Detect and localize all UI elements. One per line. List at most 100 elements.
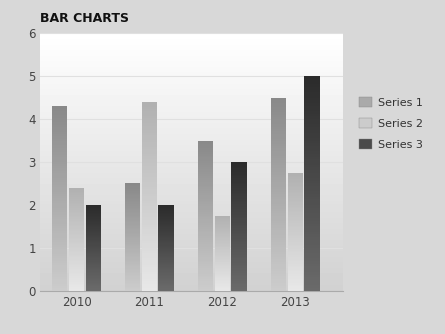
Bar xyxy=(85,254,101,255)
Bar xyxy=(158,262,174,263)
Bar xyxy=(287,180,303,182)
Bar xyxy=(125,267,140,268)
Bar xyxy=(69,244,84,245)
Bar xyxy=(214,222,230,223)
Bar xyxy=(158,245,174,246)
Bar xyxy=(214,276,230,277)
Bar xyxy=(69,238,84,239)
Bar xyxy=(304,277,320,280)
Bar xyxy=(158,222,174,223)
Bar xyxy=(214,262,230,263)
Bar xyxy=(231,252,247,254)
Bar xyxy=(69,230,84,231)
Bar xyxy=(304,92,320,95)
Bar xyxy=(214,286,230,287)
Bar xyxy=(287,245,303,246)
Bar xyxy=(142,159,157,161)
Bar xyxy=(304,167,320,170)
Bar xyxy=(231,228,247,229)
Bar xyxy=(287,173,303,174)
Bar xyxy=(304,87,320,90)
Bar xyxy=(142,279,157,281)
Bar xyxy=(287,240,303,242)
Bar xyxy=(125,280,140,281)
Bar xyxy=(198,171,213,172)
Bar xyxy=(125,185,140,186)
Bar xyxy=(271,115,286,117)
Bar xyxy=(85,285,101,286)
Bar xyxy=(214,241,230,242)
Bar xyxy=(69,203,84,204)
Bar xyxy=(158,260,174,261)
Bar xyxy=(304,237,320,240)
Bar xyxy=(304,135,320,138)
Bar xyxy=(231,263,247,265)
Bar xyxy=(231,197,247,199)
Bar xyxy=(198,152,213,154)
Bar xyxy=(158,250,174,251)
Bar xyxy=(125,249,140,250)
Bar xyxy=(198,236,213,238)
Bar xyxy=(271,201,286,204)
Bar xyxy=(69,206,84,207)
Bar xyxy=(287,208,303,209)
Bar xyxy=(85,263,101,264)
Bar xyxy=(198,225,213,227)
Bar xyxy=(125,283,140,284)
Bar xyxy=(142,224,157,227)
Bar xyxy=(69,275,84,277)
Bar xyxy=(304,127,320,130)
Bar xyxy=(287,252,303,254)
Bar xyxy=(214,263,230,264)
Bar xyxy=(69,194,84,195)
Bar xyxy=(287,223,303,224)
Bar xyxy=(142,130,157,133)
Bar xyxy=(142,109,157,112)
Bar xyxy=(214,289,230,290)
Bar xyxy=(85,279,101,280)
Bar xyxy=(231,205,247,207)
Bar xyxy=(231,265,247,267)
Bar xyxy=(304,98,320,101)
Bar xyxy=(52,277,68,279)
Bar xyxy=(198,249,213,251)
Bar xyxy=(142,217,157,220)
Bar xyxy=(214,250,230,251)
Bar xyxy=(125,211,140,213)
Bar xyxy=(304,103,320,106)
Bar xyxy=(158,252,174,253)
Bar xyxy=(214,228,230,229)
Bar xyxy=(52,116,68,118)
Bar xyxy=(158,219,174,220)
Bar xyxy=(231,267,247,268)
Bar xyxy=(287,190,303,192)
Bar xyxy=(214,225,230,226)
Bar xyxy=(69,222,84,224)
Bar xyxy=(304,269,320,272)
Bar xyxy=(271,112,286,115)
Bar xyxy=(52,175,68,178)
Bar xyxy=(231,244,247,245)
Bar xyxy=(231,178,247,180)
Bar xyxy=(125,209,140,210)
Bar xyxy=(214,245,230,246)
Bar xyxy=(158,284,174,285)
Bar xyxy=(52,272,68,275)
Bar xyxy=(69,213,84,215)
Bar xyxy=(52,244,68,247)
Bar xyxy=(214,224,230,225)
Bar xyxy=(69,261,84,262)
Bar xyxy=(304,159,320,162)
Bar xyxy=(52,228,68,231)
Bar xyxy=(85,209,101,210)
Bar xyxy=(304,280,320,283)
Bar xyxy=(125,207,140,209)
Bar xyxy=(287,177,303,179)
Bar xyxy=(69,225,84,226)
Bar xyxy=(231,233,247,234)
Bar xyxy=(231,241,247,242)
Bar xyxy=(52,261,68,263)
Bar xyxy=(231,271,247,273)
Bar xyxy=(287,199,303,201)
Bar xyxy=(125,210,140,211)
